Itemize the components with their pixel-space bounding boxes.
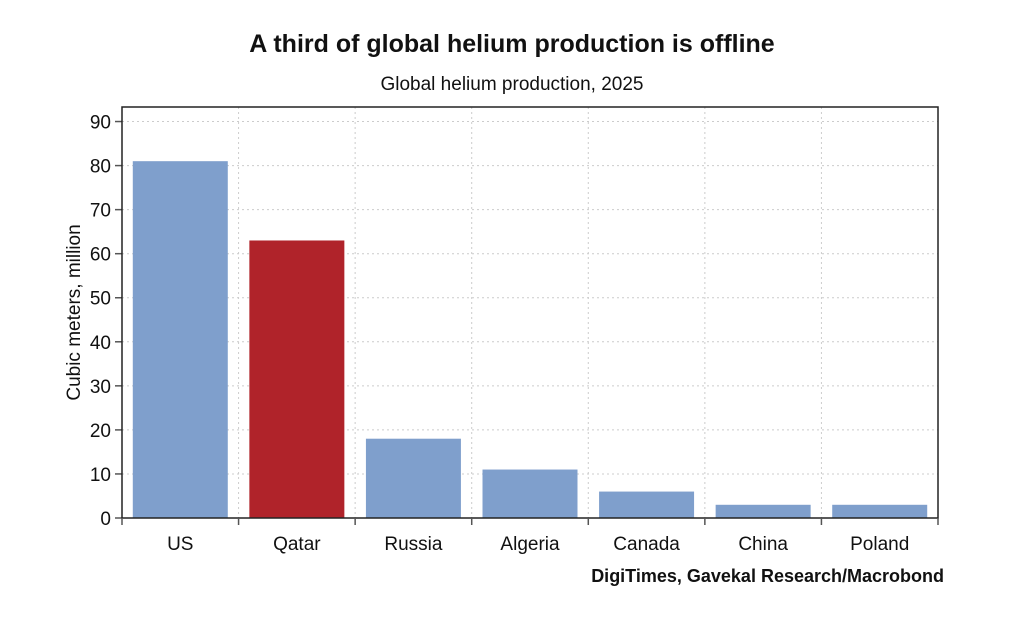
bar-china <box>715 504 811 518</box>
chart-subtitle: Global helium production, 2025 <box>380 74 644 95</box>
x-tick-label: Russia <box>384 534 443 555</box>
x-tick-label: Qatar <box>273 534 321 555</box>
y-tick-label: 50 <box>90 289 111 310</box>
bar-qatar <box>249 240 345 518</box>
x-tick-label: Poland <box>850 534 909 555</box>
bar-canada <box>599 491 695 518</box>
bar-us <box>132 161 228 518</box>
y-tick-label: 80 <box>90 157 111 178</box>
bar-algeria <box>482 469 578 518</box>
y-tick-label: 20 <box>90 421 111 442</box>
x-tick-label: Canada <box>613 534 680 555</box>
x-tick-label: US <box>167 534 193 555</box>
plot-frame <box>121 106 939 519</box>
x-tick-label: China <box>738 534 788 555</box>
y-tick-label: 0 <box>100 509 111 530</box>
y-tick-label: 60 <box>90 245 111 266</box>
bar-poland <box>832 504 928 518</box>
y-tick-label: 90 <box>90 113 111 134</box>
y-tick-label: 70 <box>90 201 111 222</box>
y-tick-label: 10 <box>90 465 111 486</box>
x-tick-label: Algeria <box>500 534 560 555</box>
bar-russia <box>365 438 461 518</box>
y-tick-label: 40 <box>90 333 111 354</box>
y-axis-label: Cubic meters, million <box>64 224 85 400</box>
source-note: DigiTimes, Gavekal Research/Macrobond <box>591 566 944 586</box>
chart-title: A third of global helium production is o… <box>249 30 775 58</box>
y-tick-label: 30 <box>90 377 111 398</box>
